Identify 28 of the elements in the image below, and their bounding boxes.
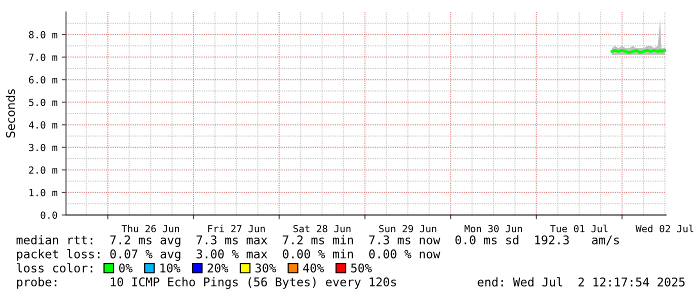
legend-label: 50% [351,263,372,272]
y-axis-title: Seconds [6,89,16,138]
y-tick-label: 2.0 m [29,166,58,174]
x-tick-label: Fri 27 Jun [208,224,265,232]
y-tick-label: 6.0 m [29,76,58,84]
legend-label: 30% [255,263,276,272]
x-tick-label: Mon 30 Jun [464,224,522,232]
x-tick-label: Thu 26 Jun [122,224,180,232]
legend-label: 40% [303,263,324,272]
legend-label: 0% [119,263,133,272]
legend-label: 20% [208,263,228,272]
y-tick-label: 5.0 m [29,98,58,106]
text: median rtt: 7.2 ms avg 7.3 ms max 7.2 ms min 7.3 ms now 0.0 ms sd 192.3 am/s [16,235,619,247]
text: end: Wed Jul 2 12:17:54 2025 [478,277,685,286]
y-tick-label: 8.0 m [29,31,58,38]
x-tick-label: Sun 29 Jun [379,224,436,232]
text: probe: 10 ICMP Echo Pings (56 Bytes) every 120s [17,277,396,289]
x-tick-label: Sat 28 Jun [293,224,350,232]
y-tick-label: 7.0 m [29,54,58,61]
y-tick-label: 1.0 m [30,188,58,196]
y-tick-label: 4.0 m [28,121,58,129]
text: packet loss: 0.07 % avg 3.00 % max 0.00 % min 0.00 % now [17,249,440,261]
y-tick-label: 0.0 [40,212,58,219]
legend-label: 10% [160,263,180,272]
legend-title: loss color: [16,263,92,272]
x-tick-label: Tue 01 Jul [550,224,608,232]
x-tick-label: Wed 02 Jul [636,224,694,232]
y-tick-label: 3.0 m [29,144,58,152]
